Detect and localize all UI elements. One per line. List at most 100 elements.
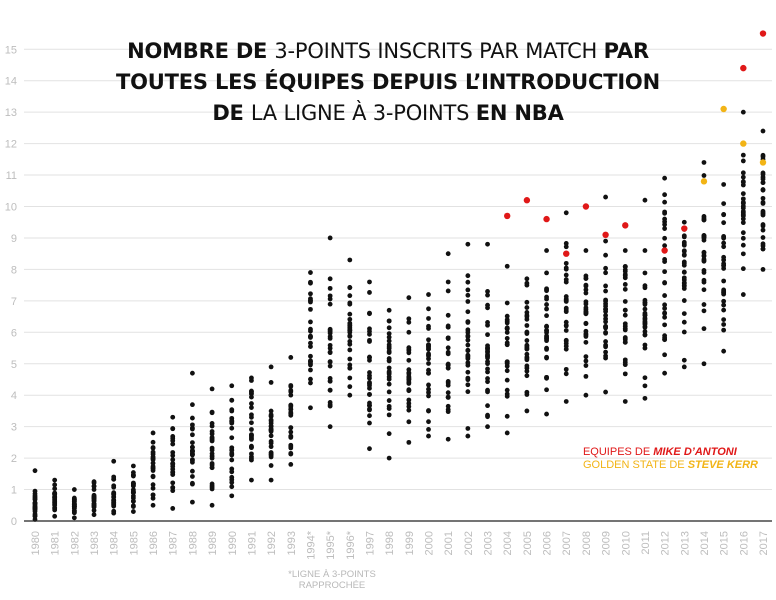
team-point [406,419,412,425]
team-point [524,338,530,343]
chart-title: NOMBRE DE 3-POINTS INSCRITS PAR MATCH PA… [0,36,776,129]
team-point [622,273,628,278]
team-point [662,310,668,316]
x-tick-label: 1980 [30,531,42,555]
team-point [130,493,136,499]
title-line-3: DE LA LIGNE À 3-POINTS EN NBA [0,98,776,129]
team-point [386,334,392,340]
team-point [524,368,530,374]
team-point [327,345,333,351]
team-point [701,277,707,283]
team-point [426,367,431,373]
team-point [288,404,294,410]
team-point [662,256,668,262]
x-tick-label: 2003 [483,531,495,555]
team-point [662,222,668,227]
dantoni-point [622,222,629,229]
team-point [563,241,569,246]
team-point [465,279,471,285]
team-point [583,248,589,253]
legend-kerr-name: STEVE KERR [687,459,758,471]
team-point [209,484,215,490]
team-point [642,345,648,351]
team-point [445,335,451,341]
team-point [32,497,38,503]
team-point [190,458,195,463]
team-point [740,152,746,158]
team-point [71,496,77,502]
team-point [622,399,628,404]
team-point [130,498,136,504]
team-point [386,389,392,395]
team-point [386,412,392,418]
team-point [524,312,530,318]
team-point [170,457,176,463]
team-point [681,329,687,335]
team-point [485,289,490,294]
team-point [583,287,589,293]
team-point [524,408,530,414]
team-point [760,195,766,201]
dantoni-point [661,247,668,254]
team-point [524,363,530,369]
team-point [308,340,313,346]
team-point [386,348,392,354]
x-tick-label: 2007 [561,531,573,555]
team-point [386,370,392,375]
team-point [111,492,117,497]
team-point [662,280,668,285]
team-point [386,403,392,409]
team-point [622,336,628,341]
team-point [603,330,608,336]
team-point [229,383,235,389]
legend-kerr-prefix: GOLDEN STATE DE [582,459,688,471]
team-point [268,408,274,414]
team-point [426,323,431,329]
team-point [721,298,727,304]
x-tick-label: 2006 [542,531,554,555]
team-point [721,288,727,294]
x-tick-label: 1988 [187,531,199,555]
team-point [583,328,589,334]
team-point [327,402,333,408]
team-point [190,444,195,450]
team-point [563,294,569,299]
team-point [170,441,176,447]
team-point [524,299,530,305]
team-point [662,306,668,311]
team-point [544,306,549,312]
team-point [642,395,648,401]
team-point [504,387,510,393]
team-point [662,235,668,241]
team-point [406,319,412,325]
x-tick-label: 1998 [384,531,396,555]
team-point [367,355,372,361]
team-point [426,427,431,432]
x-tick-label: 1990 [227,531,239,555]
team-point [603,339,608,344]
team-point [249,436,254,442]
x-tick-label: 2002 [463,531,475,555]
team-point [662,370,668,376]
team-point [583,276,589,281]
team-point [71,508,77,514]
team-point [465,299,471,304]
team-point [583,321,589,327]
team-point [268,438,274,444]
y-tick-label: 15 [5,44,17,56]
team-point [563,309,569,315]
team-point [544,302,549,307]
team-point [701,217,707,223]
team-point [760,246,766,252]
team-point [445,251,451,257]
team-point [229,397,235,403]
team-point [642,283,648,289]
team-point [150,454,156,460]
team-point [308,270,313,275]
title-segment: EN NBA [475,101,564,125]
team-point [642,312,648,318]
team-point [760,199,766,205]
x-tick-label: 2001 [443,531,455,555]
x-tick-label: 1995* [325,530,337,559]
